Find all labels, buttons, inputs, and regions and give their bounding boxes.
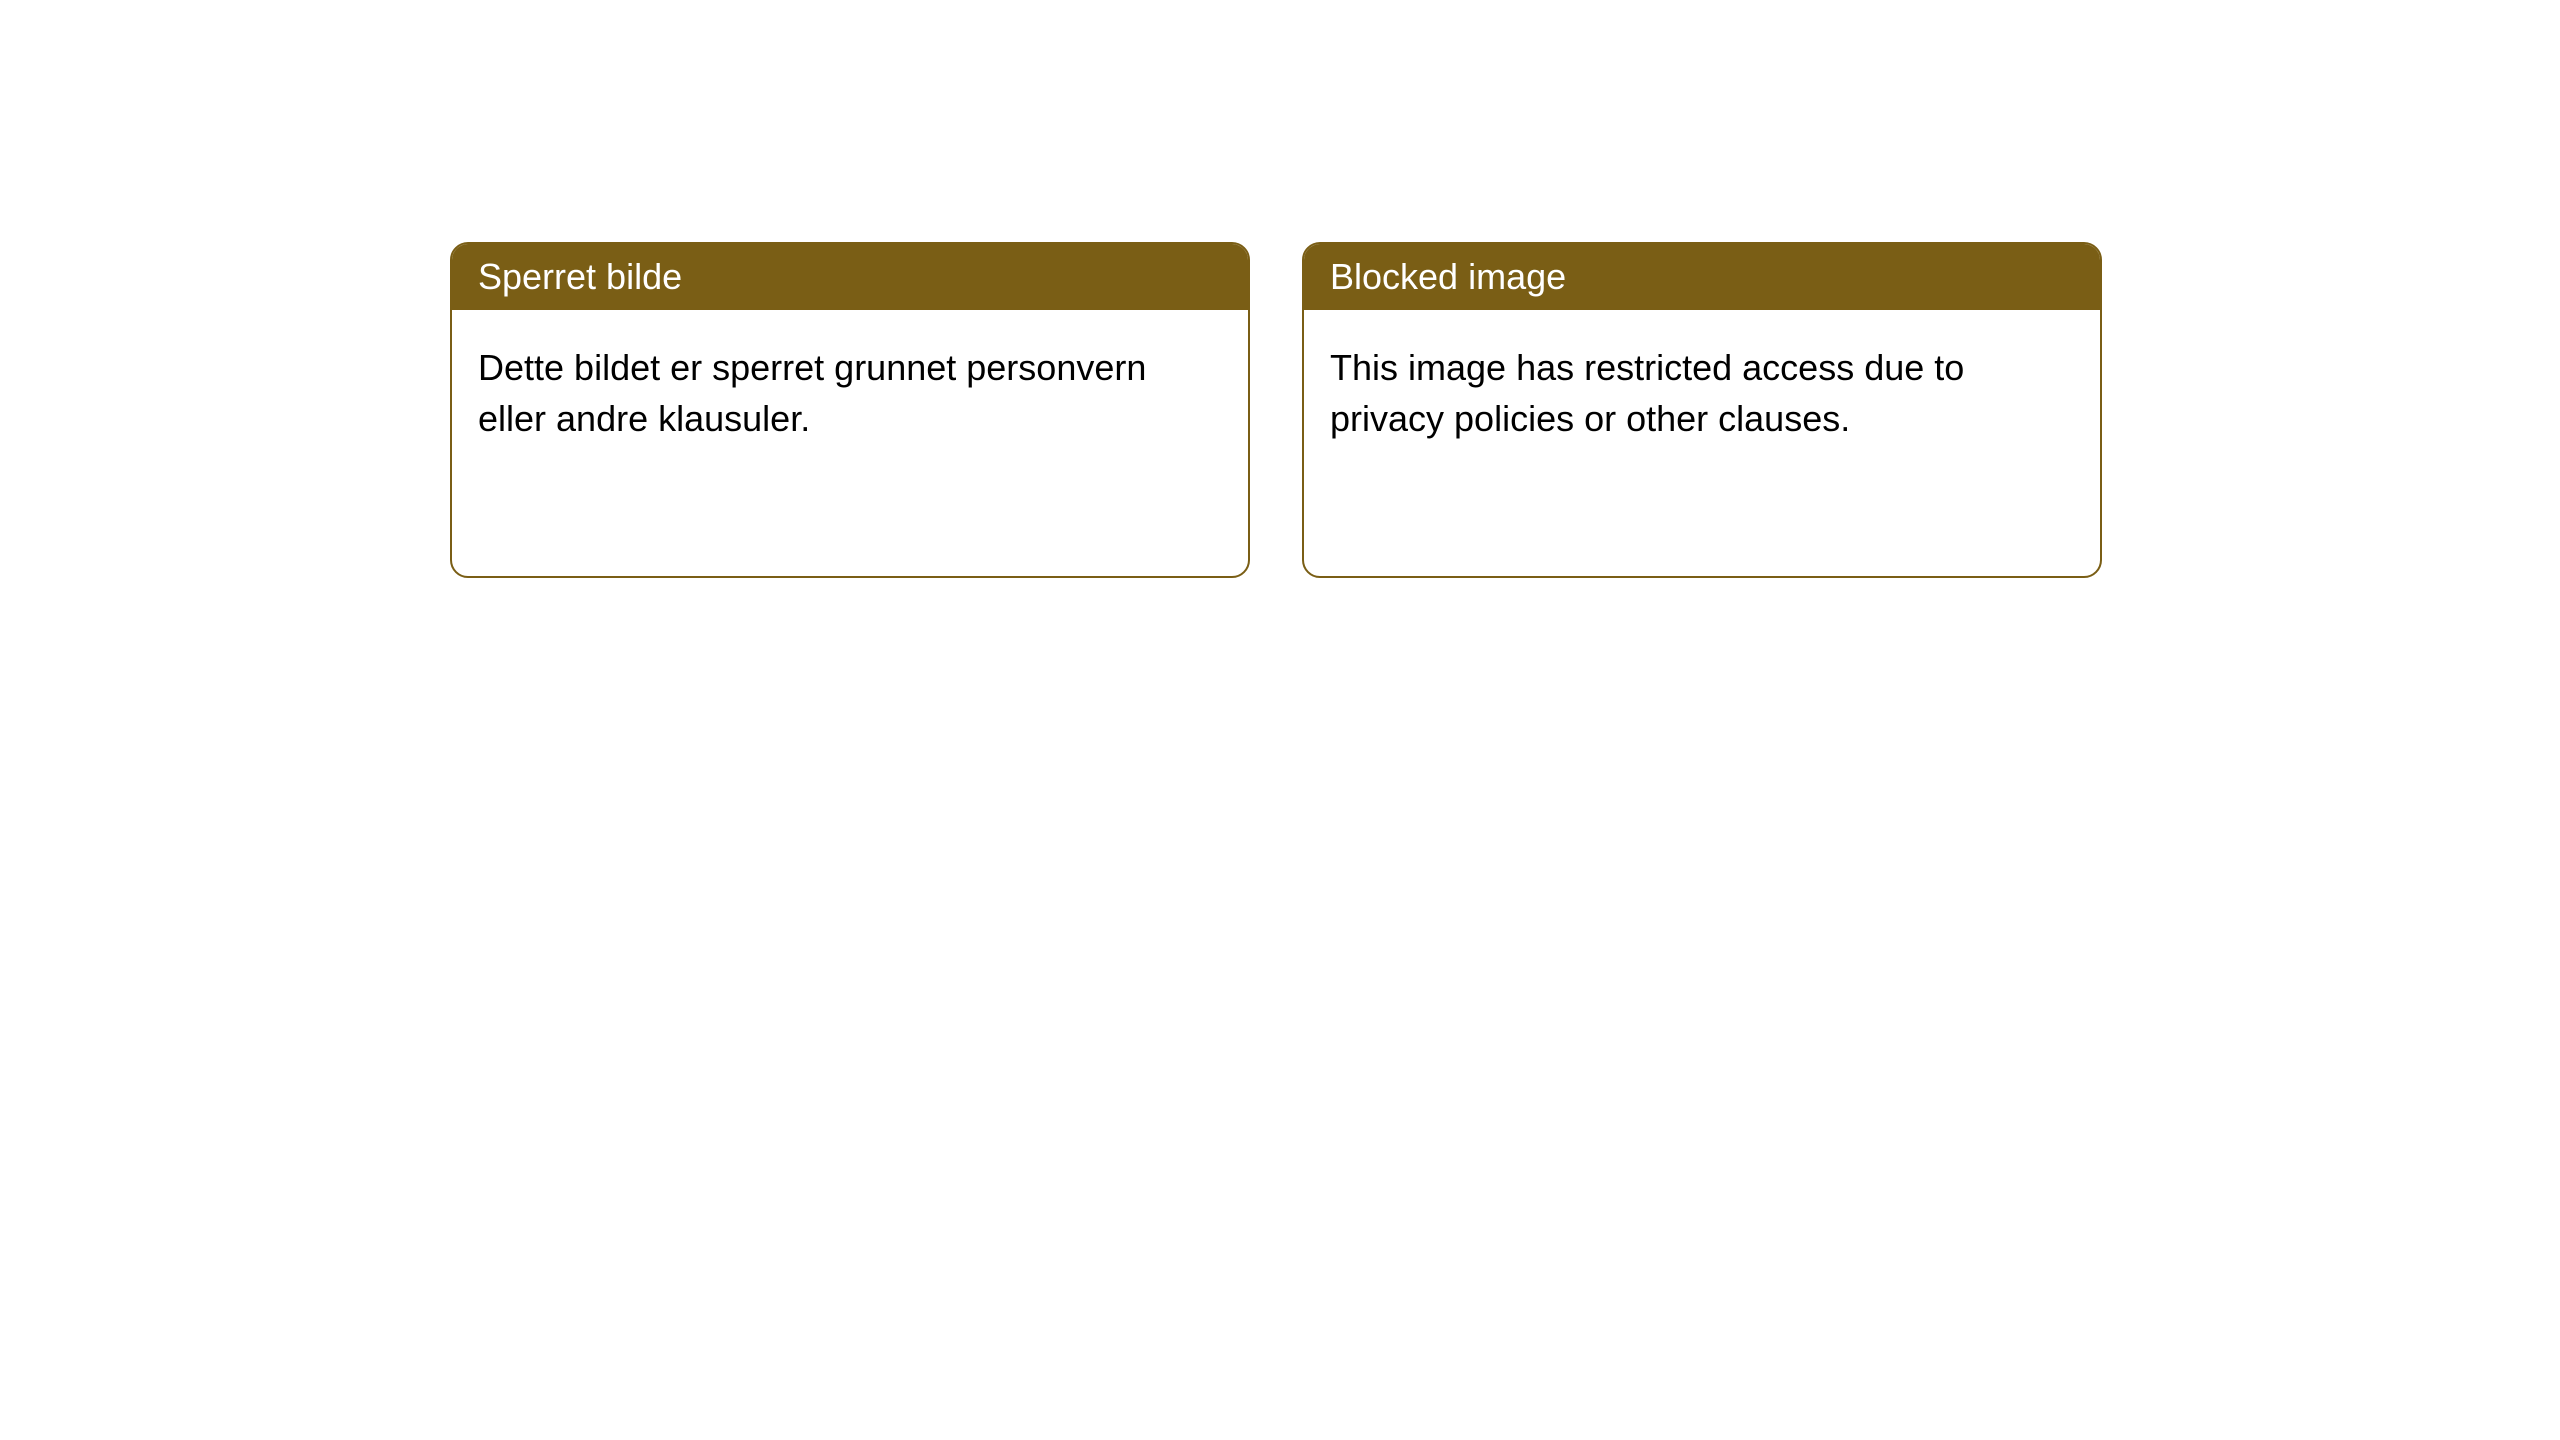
notice-card-norwegian: Sperret bilde Dette bildet er sperret gr… bbox=[450, 242, 1250, 578]
card-title: Blocked image bbox=[1330, 256, 1566, 297]
card-header: Blocked image bbox=[1304, 244, 2100, 310]
card-body-text: This image has restricted access due to … bbox=[1330, 347, 1964, 439]
notice-cards-container: Sperret bilde Dette bildet er sperret gr… bbox=[450, 242, 2102, 578]
card-body-text: Dette bildet er sperret grunnet personve… bbox=[478, 347, 1146, 439]
card-body: This image has restricted access due to … bbox=[1304, 310, 2100, 476]
card-title: Sperret bilde bbox=[478, 256, 682, 297]
notice-card-english: Blocked image This image has restricted … bbox=[1302, 242, 2102, 578]
card-body: Dette bildet er sperret grunnet personve… bbox=[452, 310, 1248, 476]
card-header: Sperret bilde bbox=[452, 244, 1248, 310]
